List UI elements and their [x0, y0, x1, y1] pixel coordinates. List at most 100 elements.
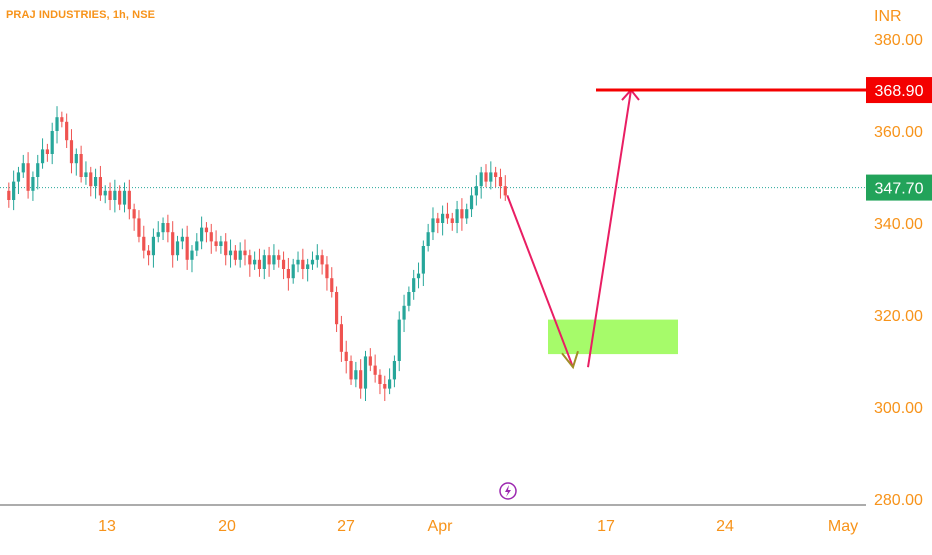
candle-body — [161, 223, 165, 233]
candle-body — [65, 121, 69, 141]
y-tick-label: 300.00 — [874, 400, 923, 417]
candle-body — [190, 250, 194, 260]
candle-body — [402, 305, 406, 320]
candle-body — [74, 154, 78, 164]
candle-body — [306, 264, 310, 269]
candle-body — [460, 209, 464, 219]
x-tick-label: 27 — [337, 518, 355, 535]
candle-body — [166, 223, 170, 233]
candle-body — [175, 241, 180, 256]
x-tick-label: May — [828, 518, 858, 535]
candle-body — [455, 209, 459, 223]
candle-body — [103, 190, 107, 196]
projection-up-arrow — [587, 89, 632, 368]
candle-body — [219, 241, 223, 246]
y-tick-label: 340.00 — [874, 216, 923, 233]
candle-body — [89, 172, 93, 187]
candle-body — [421, 246, 425, 274]
candle-body — [320, 255, 324, 265]
candle-body — [214, 241, 218, 246]
x-tick-label: 13 — [98, 518, 116, 535]
candle-body — [16, 172, 21, 182]
candle-body — [204, 227, 209, 233]
candle-body — [407, 292, 411, 306]
y-tick-label: 360.00 — [874, 124, 923, 141]
candle-body — [262, 255, 266, 269]
candle-body — [479, 172, 483, 187]
candle-body — [489, 172, 493, 182]
candle-body — [334, 292, 339, 325]
currency-label: INR — [874, 8, 902, 25]
candle-body — [132, 209, 136, 219]
candle-body — [238, 250, 242, 260]
candle-body — [36, 163, 40, 177]
candle-body — [339, 324, 343, 352]
last-price-label: 347.70 — [875, 181, 924, 198]
candle-body — [118, 190, 122, 205]
candle-body — [228, 250, 233, 256]
candle-body — [291, 264, 295, 279]
candle-body — [484, 172, 488, 182]
candle-body — [26, 163, 30, 191]
candle-body — [98, 177, 102, 196]
candle-body — [412, 278, 416, 292]
candle-body — [354, 370, 358, 380]
x-tick-label: 24 — [716, 518, 734, 535]
candle-body — [7, 190, 11, 200]
candle-body — [325, 264, 329, 279]
candle-body — [122, 190, 127, 205]
candle-body — [388, 379, 392, 389]
chart-title: PRAJ INDUSTRIES, 1h, NSE — [6, 9, 156, 21]
x-tick-label: Apr — [428, 518, 454, 535]
candle-body — [50, 131, 54, 154]
candle-body — [436, 218, 440, 223]
candle-body — [84, 172, 88, 177]
y-tick-label: 380.00 — [874, 32, 923, 49]
candle-body — [474, 186, 478, 196]
candle-body — [171, 232, 175, 256]
candle-body — [253, 259, 257, 265]
buy-zone-box — [548, 319, 678, 355]
candle-body — [469, 195, 474, 210]
candle-body — [224, 241, 228, 256]
candle-body — [465, 209, 469, 219]
candle-body — [281, 259, 286, 269]
candle-body — [373, 365, 377, 375]
candle-body — [60, 117, 64, 122]
candle-body — [142, 236, 146, 251]
candle-body — [257, 259, 262, 269]
last-price-badge — [866, 174, 932, 201]
candle-body — [243, 250, 247, 256]
candle-body — [21, 163, 25, 173]
candle-body — [55, 117, 59, 131]
candle-body — [277, 255, 281, 260]
candle-body — [296, 259, 300, 265]
candle-body — [363, 356, 368, 389]
candle-body — [267, 255, 271, 265]
candle-body — [209, 232, 213, 242]
candle-body — [301, 259, 305, 269]
candle-body — [45, 149, 49, 154]
candle-body — [127, 190, 131, 210]
y-tick-label: 280.00 — [874, 492, 923, 509]
candle-body — [344, 351, 348, 361]
candle-body — [93, 177, 98, 187]
candle-body — [349, 361, 353, 380]
candle-body — [378, 374, 382, 384]
target-price-badge — [866, 77, 932, 104]
candle-body — [40, 149, 45, 164]
candle-body — [113, 190, 117, 200]
x-tick-label: 17 — [597, 518, 615, 535]
candle-body — [426, 232, 430, 246]
candle-body — [392, 361, 397, 380]
lightning-icon — [499, 482, 517, 500]
candle-body — [156, 232, 160, 237]
candle-body — [108, 190, 112, 200]
projection-down-arrow — [506, 195, 574, 368]
candle-body — [248, 255, 252, 265]
candle-body — [445, 213, 450, 219]
candle-body — [195, 241, 199, 251]
candle-body — [431, 218, 435, 233]
